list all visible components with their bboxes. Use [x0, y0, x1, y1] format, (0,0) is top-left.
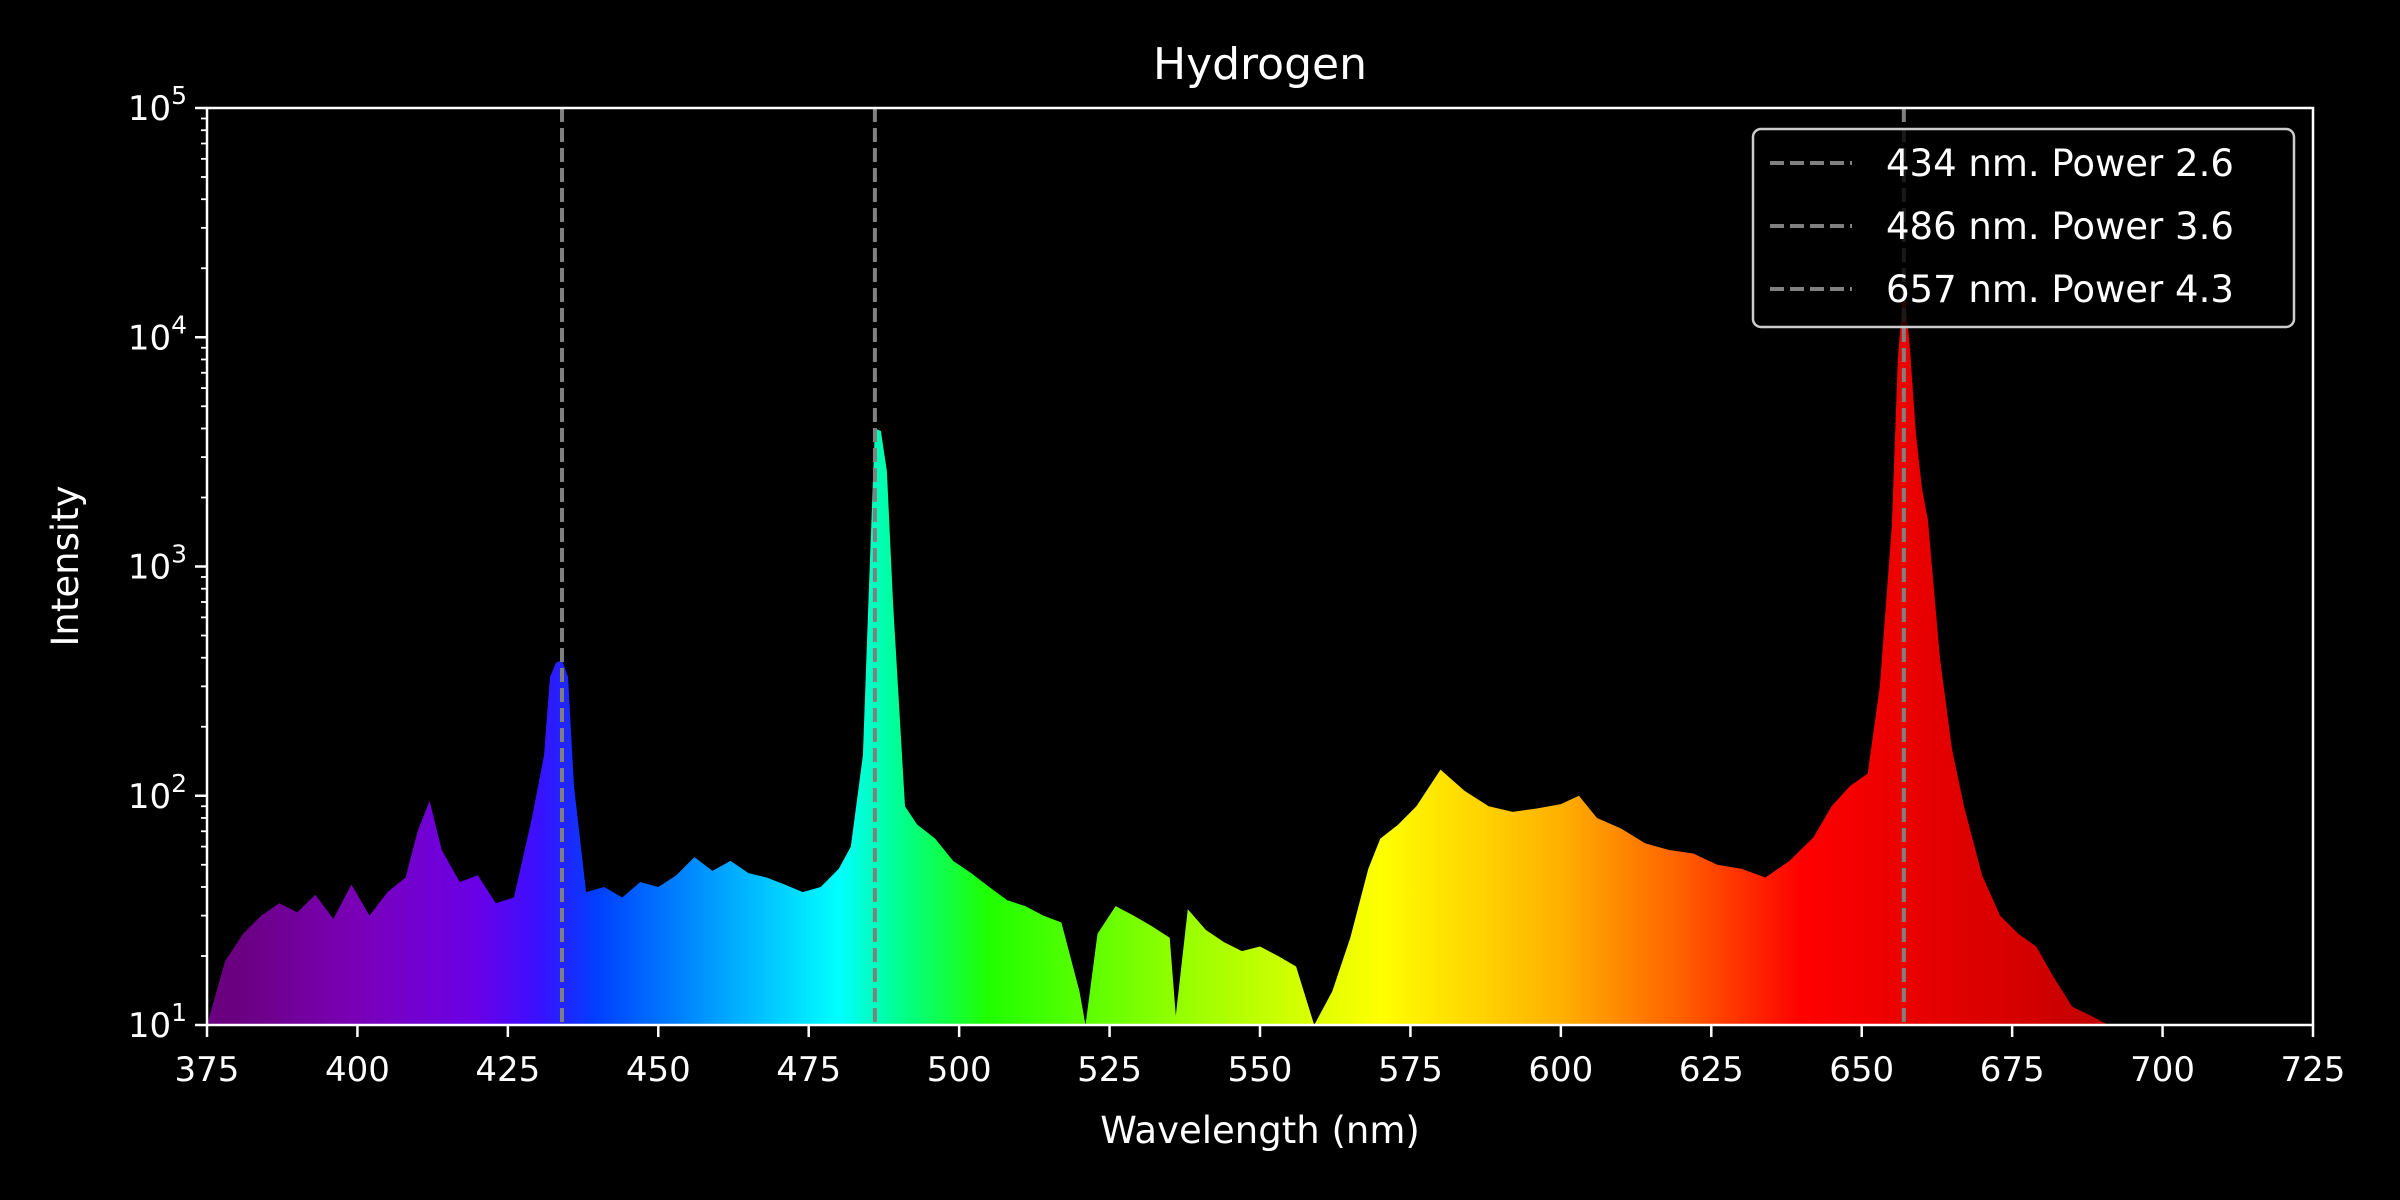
x-tick-label: 675 — [1980, 1050, 2045, 1090]
y-tick-label: 105 — [128, 81, 187, 129]
x-tick-label: 375 — [175, 1050, 240, 1090]
spectrum-layer — [207, 284, 2313, 1025]
y-axis-label: Intensity — [44, 485, 87, 646]
x-tick-label: 625 — [1679, 1050, 1744, 1090]
y-tick-label: 103 — [128, 540, 187, 588]
x-tick-label: 650 — [1829, 1050, 1894, 1090]
x-tick-label: 725 — [2281, 1050, 2346, 1090]
x-tick-label: 450 — [626, 1050, 691, 1090]
x-axis: 375 400 425 450 475 500 525 550 575 600 625 650 675 7… — [175, 1025, 2346, 1090]
chart-title: Hydrogen — [1153, 39, 1367, 90]
legend-box — [1751, 127, 2296, 329]
legend-entry-label: 434 nm. Power 2.6 — [1886, 142, 2234, 185]
x-tick-label: 575 — [1378, 1050, 1443, 1090]
x-tick-label: 475 — [776, 1050, 841, 1090]
x-tick-label: 600 — [1528, 1050, 1593, 1090]
x-tick-label: 525 — [1077, 1050, 1142, 1090]
y-tick-label: 102 — [128, 769, 187, 817]
x-tick-label: 500 — [927, 1050, 992, 1090]
spectrum-area — [207, 284, 2313, 1025]
y-tick-label: 104 — [128, 310, 187, 358]
x-tick-label: 700 — [2130, 1050, 2195, 1090]
x-tick-label: 425 — [475, 1050, 540, 1090]
x-axis-label: Wavelength (nm) — [1100, 1109, 1420, 1152]
x-tick-label: 400 — [325, 1050, 390, 1090]
legend-entry-label: 486 nm. Power 3.6 — [1886, 205, 2234, 248]
y-tick-label: 101 — [128, 998, 187, 1046]
x-tick-label: 550 — [1228, 1050, 1293, 1090]
legend-entry-label: 657 nm. Power 4.3 — [1886, 268, 2234, 311]
legend: 434 nm. Power 2.6 486 nm. Power 3.6 657 nm… — [1751, 127, 2296, 329]
y-axis: 101 102 103 104 105 — [128, 81, 207, 1046]
